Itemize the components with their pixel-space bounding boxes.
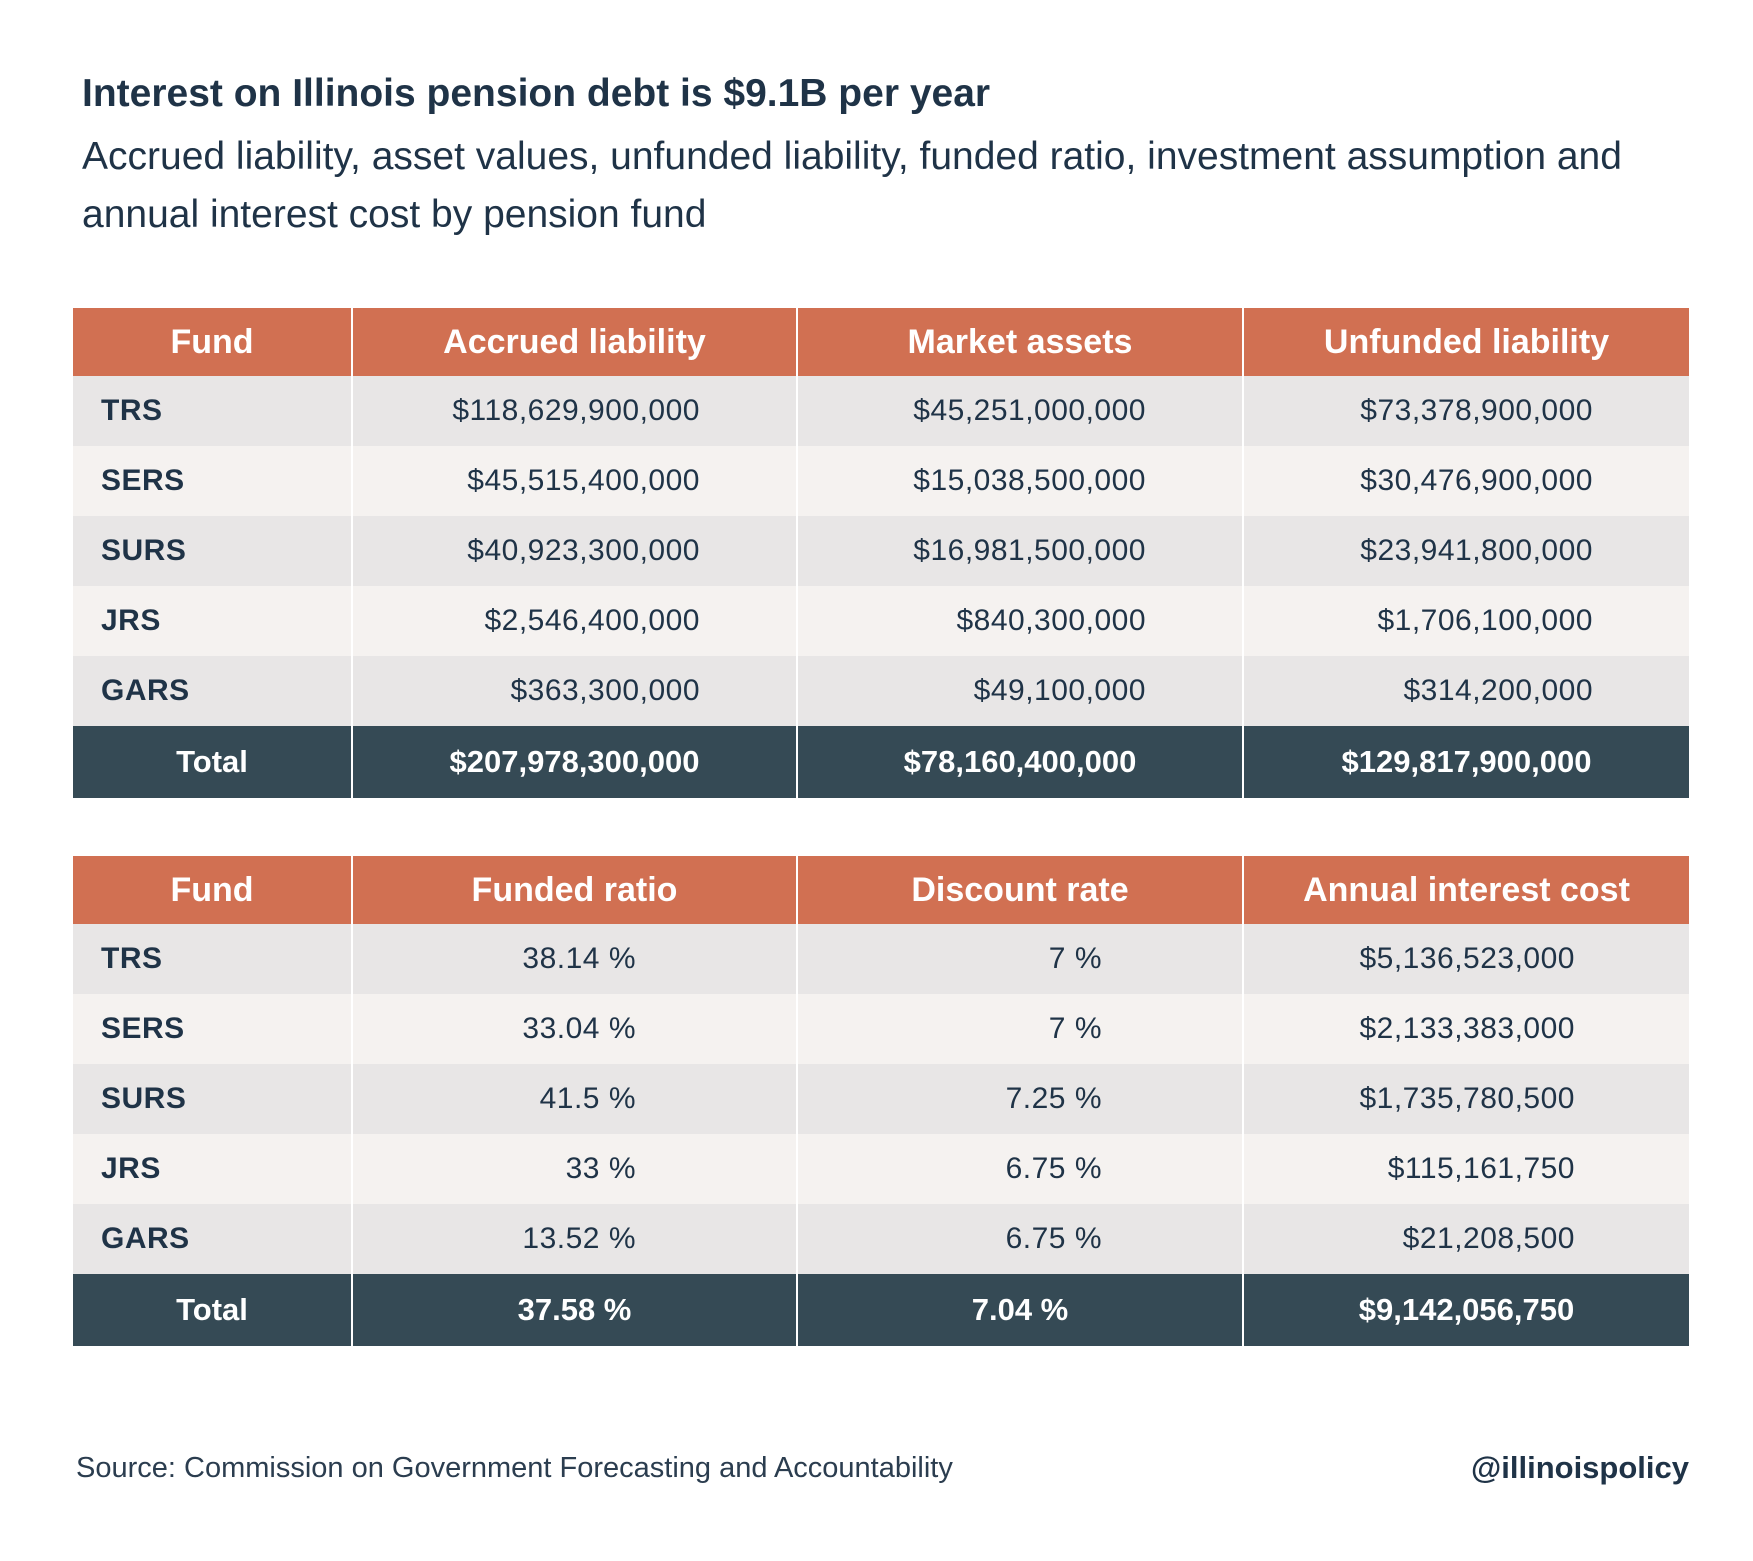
unfunded-liability-value: $314,200,000 [1242,656,1689,726]
fund-name: TRS [73,376,352,446]
interest-cost-table: Fund Funded ratio Discount rate Annual i… [73,856,1689,1346]
discount-rate-value: 7.25 % [796,1064,1243,1134]
column-header-fund: Fund [73,856,352,924]
liability-table-header: Fund Accrued liability Market assets Unf… [73,308,1689,376]
column-header-funded-ratio: Funded ratio [351,856,797,924]
fund-name: JRS [73,586,352,656]
accrued-liability-value: $40,923,300,000 [351,516,797,586]
market-assets-value: $840,300,000 [796,586,1243,656]
table-row: SURS $40,923,300,000 $16,981,500,000 $23… [73,516,1689,586]
column-header-annual-interest-cost: Annual interest cost [1242,856,1689,924]
table-row: SURS 41.5 % 7.25 % $1,735,780,500 [73,1064,1689,1134]
social-handle: @illinoispolicy [1471,1450,1689,1485]
unfunded-liability-value: $23,941,800,000 [1242,516,1689,586]
annual-interest-cost-value: $5,136,523,000 [1242,924,1689,994]
discount-rate-value: 7 % [796,924,1243,994]
market-assets-value: $15,038,500,000 [796,446,1243,516]
total-annual-interest-cost: $9,142,056,750 [1242,1274,1689,1346]
annual-interest-cost-value: $2,133,383,000 [1242,994,1689,1064]
total-market-assets: $78,160,400,000 [796,726,1243,798]
accrued-liability-value: $118,629,900,000 [351,376,797,446]
funded-ratio-value: 13.52 % [351,1204,797,1274]
annual-interest-cost-value: $1,735,780,500 [1242,1064,1689,1134]
accrued-liability-value: $45,515,400,000 [351,446,797,516]
column-header-accrued-liability: Accrued liability [351,308,797,376]
market-assets-value: $49,100,000 [796,656,1243,726]
annual-interest-cost-value: $21,208,500 [1242,1204,1689,1274]
market-assets-value: $45,251,000,000 [796,376,1243,446]
accrued-liability-value: $2,546,400,000 [351,586,797,656]
funded-ratio-value: 33 % [351,1134,797,1204]
discount-rate-value: 6.75 % [796,1204,1243,1274]
chart-title: Interest on Illinois pension debt is $9.… [82,72,991,115]
fund-name: SURS [73,516,352,586]
funded-ratio-value: 41.5 % [351,1064,797,1134]
table-row: GARS $363,300,000 $49,100,000 $314,200,0… [73,656,1689,726]
total-accrued-liability: $207,978,300,000 [351,726,797,798]
table-row: SERS 33.04 % 7 % $2,133,383,000 [73,994,1689,1064]
discount-rate-value: 7 % [796,994,1243,1064]
fund-name: GARS [73,1204,352,1274]
fund-name: TRS [73,924,352,994]
funded-ratio-value: 33.04 % [351,994,797,1064]
table-row: JRS $2,546,400,000 $840,300,000 $1,706,1… [73,586,1689,656]
column-header-fund: Fund [73,308,352,376]
table-row: TRS $118,629,900,000 $45,251,000,000 $73… [73,376,1689,446]
discount-rate-value: 6.75 % [796,1134,1243,1204]
total-discount-rate: 7.04 % [796,1274,1243,1346]
funded-ratio-value: 38.14 % [351,924,797,994]
fund-name: SERS [73,446,352,516]
table-row: GARS 13.52 % 6.75 % $21,208,500 [73,1204,1689,1274]
total-label: Total [73,726,352,798]
chart-subtitle: Accrued liability, asset values, unfunde… [82,135,1622,236]
total-funded-ratio: 37.58 % [351,1274,797,1346]
liability-table: Fund Accrued liability Market assets Unf… [73,308,1689,798]
market-assets-value: $16,981,500,000 [796,516,1243,586]
column-header-discount-rate: Discount rate [796,856,1243,924]
total-label: Total [73,1274,352,1346]
unfunded-liability-value: $73,378,900,000 [1242,376,1689,446]
column-header-market-assets: Market assets [796,308,1243,376]
table-row: JRS 33 % 6.75 % $115,161,750 [73,1134,1689,1204]
source-note: Source: Commission on Government Forecas… [76,1452,953,1484]
total-row: Total $207,978,300,000 $78,160,400,000 $… [73,726,1689,798]
interest-cost-table-header: Fund Funded ratio Discount rate Annual i… [73,856,1689,924]
total-unfunded-liability: $129,817,900,000 [1242,726,1689,798]
column-header-unfunded-liability: Unfunded liability [1242,308,1689,376]
table-row: TRS 38.14 % 7 % $5,136,523,000 [73,924,1689,994]
fund-name: SERS [73,994,352,1064]
table-row: SERS $45,515,400,000 $15,038,500,000 $30… [73,446,1689,516]
accrued-liability-value: $363,300,000 [351,656,797,726]
fund-name: JRS [73,1134,352,1204]
fund-name: GARS [73,656,352,726]
annual-interest-cost-value: $115,161,750 [1242,1134,1689,1204]
total-row: Total 37.58 % 7.04 % $9,142,056,750 [73,1274,1689,1346]
fund-name: SURS [73,1064,352,1134]
unfunded-liability-value: $1,706,100,000 [1242,586,1689,656]
unfunded-liability-value: $30,476,900,000 [1242,446,1689,516]
